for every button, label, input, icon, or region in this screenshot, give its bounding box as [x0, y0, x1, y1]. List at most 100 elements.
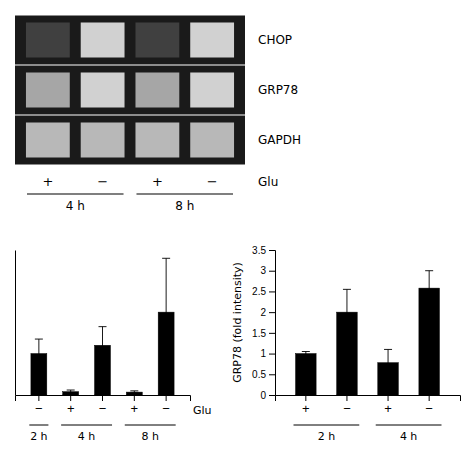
y-tick-label: 1.5 [252, 328, 266, 339]
error-bar-line [67, 390, 75, 393]
y-tick-mark [269, 374, 275, 375]
y-tick-mark [269, 291, 275, 292]
error-bar-line [35, 339, 43, 368]
group-label: 2 h [30, 430, 47, 443]
gel-band [26, 23, 70, 58]
row-label: CHOP [258, 33, 292, 47]
gel-background [15, 66, 245, 115]
gel-band [135, 23, 179, 58]
x-tick-mark [429, 395, 430, 401]
group-label: 4 h [66, 199, 85, 213]
y-tick: 3.5 [252, 245, 275, 256]
gel-background [15, 116, 245, 165]
y-tick: 2 [260, 307, 275, 318]
x-tick-label: − [162, 401, 170, 416]
y-tick-label: 2 [260, 307, 266, 318]
y-axis [15, 251, 16, 396]
error-bar-line [99, 327, 107, 364]
x-tick: + [131, 395, 139, 416]
group-label: 8 h [141, 430, 158, 443]
error-bar [384, 349, 392, 376]
gel-band [81, 73, 125, 108]
x-axis-line [16, 396, 191, 402]
y-tick-mark [269, 395, 275, 396]
group-bracket [61, 425, 112, 426]
error-bar-line [162, 258, 170, 366]
gel-band [26, 73, 70, 108]
gel-panel: CHOPGRP78GAPDH+−+−Glu4 h8 h [15, 16, 301, 214]
gel-background [15, 16, 245, 65]
x-tick: − [99, 395, 107, 416]
error-bar [35, 339, 43, 368]
y-tick-mark [269, 354, 275, 355]
x-tick: − [162, 395, 170, 416]
y-tick: 0 [260, 390, 275, 401]
error-bar-line [384, 349, 392, 376]
y-axis-line [15, 251, 16, 396]
group-label: 4 h [78, 430, 95, 443]
row-label: GAPDH [258, 133, 301, 147]
lane-label: + [42, 174, 53, 189]
x-tick-label: + [67, 401, 75, 416]
x-tick-mark [166, 395, 167, 401]
y-tick-label: 3.5 [252, 245, 266, 256]
group-bracket [27, 193, 124, 194]
gel-band [190, 23, 234, 58]
error-bar [343, 289, 351, 335]
x-axis: +−+− [276, 395, 461, 416]
error-bar [67, 390, 75, 393]
x-tick-label: − [35, 401, 43, 416]
x-axis: − + − + − [16, 395, 191, 416]
y-tick-mark [269, 333, 275, 334]
gel-band [135, 123, 179, 158]
y-tick-mark [269, 271, 275, 272]
bar-panel: − + − + − Glu 2 h 4 h 8 h [16, 251, 212, 444]
x-tick-label: + [131, 401, 139, 416]
error-bar-line [343, 289, 351, 335]
y-tick: 0.5 [252, 369, 275, 380]
gel-band [135, 73, 179, 108]
y-tick-mark [269, 312, 275, 313]
x-tick-mark [134, 395, 135, 401]
x-tick-label: + [384, 401, 392, 416]
x-tick-label: + [302, 401, 310, 416]
y-tick-label: 3 [260, 265, 266, 276]
y-axis-line [269, 251, 276, 396]
x-tick-mark [346, 395, 347, 401]
group-label: 8 h [175, 199, 194, 213]
x-tick: + [67, 395, 75, 416]
error-bar-line [425, 271, 433, 306]
group-label: 2 h [318, 430, 335, 443]
gel-band [26, 123, 70, 158]
y-label: GRP78 (fold intensity) [231, 262, 244, 383]
gel-band [190, 123, 234, 158]
y-tick: 1 [260, 348, 275, 359]
y-tick-label: 2.5 [252, 286, 266, 297]
y-tick-label: 0.5 [252, 369, 266, 380]
lane-label: − [207, 174, 218, 189]
y-tick: 3 [260, 265, 275, 276]
group-bracket [29, 425, 48, 426]
x-tick: + [384, 395, 392, 416]
x-tick-label: − [425, 401, 433, 416]
x-axis-line [276, 396, 461, 402]
bar-panel: +−+−00.511.522.533.5GRP78 (fold intensit… [231, 245, 461, 443]
group-bracket [125, 425, 176, 426]
y-tick-mark [269, 250, 275, 251]
gel-band [81, 123, 125, 158]
error-bar [162, 258, 170, 366]
group-bracket [136, 193, 233, 194]
x-tick-mark [388, 395, 389, 401]
row-label: GRP78 [258, 83, 298, 97]
error-bar [425, 271, 433, 306]
y-tick-label: 0 [260, 390, 266, 401]
gel-band [190, 73, 234, 108]
x-tick: − [425, 395, 433, 416]
lane-label: + [152, 174, 163, 189]
x-label: Glu [258, 175, 278, 189]
y-tick: 2.5 [252, 286, 275, 297]
error-bar [302, 352, 310, 356]
x-label: Glu [193, 404, 212, 417]
figure: CHOPGRP78GAPDH+−+−Glu4 h8 h−+−+−Glu2 h4 … [0, 0, 474, 474]
y-tick: 1.5 [252, 328, 275, 339]
